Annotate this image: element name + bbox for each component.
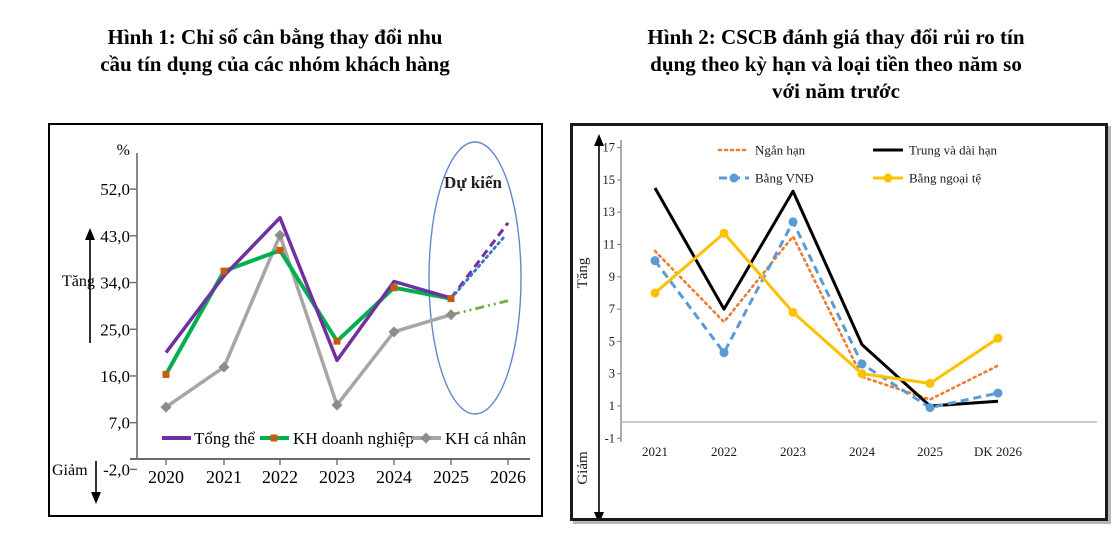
forecast-line — [449, 221, 510, 300]
y-tick-label: 7,0 — [109, 414, 130, 433]
legend-label: Tổng thể — [194, 429, 255, 448]
data-point-marker — [650, 256, 660, 266]
data-point-marker — [331, 399, 343, 411]
figure-1-title-line-1: Hình 1: Chỉ số cân bằng thay đổi nhu — [107, 25, 443, 49]
y-tick-label: 5 — [609, 334, 615, 348]
data-point-marker — [445, 309, 457, 321]
legend-label: KH doanh nghiệp — [293, 429, 414, 448]
data-point-marker — [276, 246, 284, 254]
figure-2-title: Hình 2: CSCB đánh giá thay đổi rủi ro tí… — [560, 24, 1112, 105]
increase-label: Tăng — [575, 257, 591, 288]
decrease-label: Giảm — [52, 462, 88, 479]
data-point-marker — [788, 217, 798, 227]
data-point-marker — [719, 348, 729, 358]
x-tick-label: 2022 — [711, 444, 737, 459]
y-tick-label: 7 — [609, 302, 615, 316]
series-line — [164, 248, 452, 376]
series-line — [164, 215, 452, 363]
figure-2-chart: 17 15 13 11 9 7 5 3 1 -1 2021 2022 2023 2024 2025 DK 20… — [570, 123, 1108, 521]
data-point-marker — [993, 388, 1003, 398]
x-tick-label: 2023 — [319, 467, 355, 487]
y-axis-unit-label: % — [117, 142, 130, 159]
y-tick-label: -1 — [605, 431, 615, 445]
y-tick-label: 16,0 — [100, 367, 130, 386]
data-point-marker — [719, 228, 729, 238]
x-tick-label: 2020 — [148, 467, 184, 487]
y-tick-label: 43,0 — [100, 227, 130, 246]
figure-2-title-line-1: Hình 2: CSCB đánh giá thay đổi rủi ro tí… — [647, 25, 1025, 49]
series-line — [653, 220, 999, 410]
legend-label: Bằng ngoại tệ — [909, 171, 981, 186]
data-point-marker — [388, 326, 400, 338]
forecast-line — [450, 299, 509, 317]
up-arrow-icon — [85, 228, 95, 240]
x-tick-label: DK 2026 — [974, 444, 1023, 459]
series-line — [653, 235, 1000, 401]
figure-1-chart: Dự kiến% 52,0 43,0 34,0 25,0 16,0 7,0 -2,0 2020 2… — [48, 123, 543, 517]
figure-1-title-line-2: cầu tín dụng của các nhóm khách hàng — [100, 52, 450, 76]
data-point-marker — [857, 369, 867, 379]
data-point-marker — [857, 359, 867, 369]
forecast-label: Dự kiến — [444, 173, 502, 192]
figure-2-title-line-2: dụng theo kỳ hạn và loại tiền theo năm s… — [650, 52, 1022, 76]
figure-1-chart-svg: Dự kiến% 52,0 43,0 34,0 25,0 16,0 7,0 -2,0 2020 2… — [52, 141, 530, 504]
data-point-marker — [160, 401, 172, 413]
data-point-marker — [788, 307, 798, 317]
y-tick-label: 3 — [609, 367, 615, 381]
y-tick-label: 9 — [609, 270, 615, 284]
legend-marker-sample — [729, 173, 739, 183]
legend-marker-sample — [883, 173, 893, 183]
data-point-marker — [390, 284, 398, 292]
figure-2-title-line-3: với năm trước — [772, 79, 900, 103]
series-line — [654, 231, 999, 385]
up-arrow-icon — [594, 134, 604, 146]
x-tick-label: 2026 — [490, 467, 526, 487]
increase-label: Tăng — [62, 273, 95, 290]
down-arrow-icon — [594, 512, 604, 518]
y-tick-label: 34,0 — [100, 274, 130, 293]
legend-marker-sample — [270, 434, 278, 442]
x-tick-label: 2025 — [433, 467, 469, 487]
data-point-marker — [447, 295, 455, 303]
y-tick-label: 17 — [603, 141, 616, 155]
decrease-label: Giảm — [575, 451, 591, 485]
y-tick-label: 1 — [609, 399, 615, 413]
forecast-ellipse — [428, 141, 522, 415]
y-tick-label: -2,0 — [103, 460, 130, 479]
data-point-marker — [925, 403, 935, 413]
legend-marker-sample — [420, 432, 432, 444]
x-tick-label: 2021 — [642, 444, 668, 459]
data-point-marker — [925, 378, 935, 388]
y-tick-label: 52,0 — [100, 180, 130, 199]
x-tick-label: 2024 — [376, 467, 412, 487]
legend-label: Bằng VNĐ — [755, 171, 814, 186]
y-tick-label: 25,0 — [100, 320, 130, 339]
x-tick-label: 2021 — [206, 467, 242, 487]
data-point-marker — [274, 229, 286, 241]
data-point-marker — [650, 288, 660, 298]
y-tick-label: 13 — [603, 205, 616, 219]
x-tick-label: 2024 — [849, 444, 876, 459]
legend-label: KH cá nhân — [445, 429, 527, 448]
data-point-marker — [333, 337, 341, 345]
forecast-line — [449, 234, 507, 301]
legend-label: Ngắn hạn — [755, 143, 806, 158]
y-tick-label: 11 — [603, 238, 615, 252]
data-point-marker — [162, 370, 170, 378]
x-tick-label: 2025 — [917, 444, 943, 459]
x-tick-label: 2023 — [780, 444, 806, 459]
data-point-marker — [993, 333, 1003, 343]
data-point-marker — [220, 267, 228, 275]
series-line — [165, 233, 452, 409]
figure-2-chart-svg: 17 15 13 11 9 7 5 3 1 -1 2021 2022 2023 2024 2025 DK 20… — [575, 134, 1097, 518]
data-point-marker — [218, 361, 230, 373]
y-tick-label: 15 — [603, 173, 616, 187]
legend-label: Trung và dài hạn — [909, 143, 997, 158]
x-tick-label: 2022 — [262, 467, 298, 487]
down-arrow-icon — [91, 492, 101, 504]
figure-1-title: Hình 1: Chỉ số cân bằng thay đổi nhu cầu… — [40, 24, 510, 78]
